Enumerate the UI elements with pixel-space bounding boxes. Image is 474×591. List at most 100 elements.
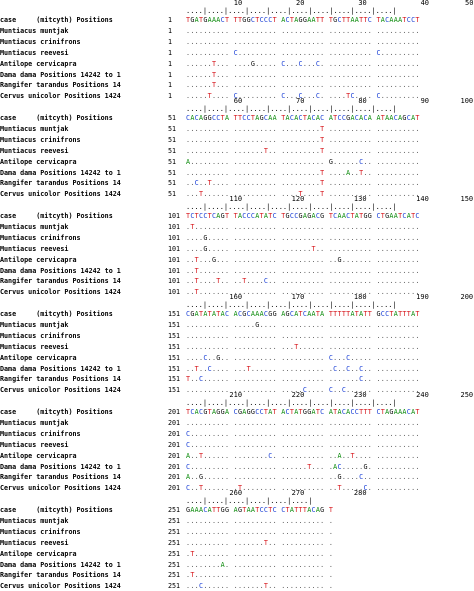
start-position: 201 bbox=[168, 429, 181, 438]
species-name: Muntiacus reevesi bbox=[0, 146, 69, 155]
ruler-line: ....|....|....|....|....|....|....|....|… bbox=[186, 7, 397, 15]
species-name: Muntiacus crinifrons bbox=[0, 331, 81, 340]
alignment-row: Muntiacus reevesi 251 .......... .......T.… bbox=[0, 538, 474, 548]
ruler-tick-label: 270 bbox=[291, 489, 305, 497]
species-name: Antilope cervicapra bbox=[0, 255, 77, 264]
sequence-text: .......... .......... .......... . bbox=[186, 516, 334, 525]
species-name: Dama dama Positions 14242 to 1 bbox=[0, 364, 121, 373]
sequence-text: ..T....... .......... .......... .......… bbox=[186, 288, 420, 297]
sequence-text: .......... .....G.... .......... .......… bbox=[186, 320, 420, 329]
sequence-text: ..T..C.... ...T...... .......... .C..C..… bbox=[186, 364, 420, 373]
sequence-text: ...C...... .......T.. .......... . bbox=[186, 582, 334, 591]
sequence-text: .......... .......... .........T .......… bbox=[186, 135, 420, 144]
sequence-text: ..T....... .......... .......... .......… bbox=[186, 266, 420, 275]
alignment-row: Rangifer tarandus Positions 14 101 ..T....… bbox=[0, 276, 474, 286]
sequence-text: A..T...... ........C. .......... ..A..T.… bbox=[186, 451, 420, 460]
ruler-tick-label: 160 bbox=[229, 293, 243, 301]
sequence-text: .......... .......T.. .......... . bbox=[186, 538, 334, 547]
alignment-row: Antilope cervicapra 251 .T........ .......… bbox=[0, 549, 474, 559]
ruler-tick-label: 80 bbox=[358, 97, 367, 105]
start-position: 101 bbox=[168, 266, 181, 275]
sequence-text: .....T.... C......... C...C...C. ....TC.… bbox=[186, 92, 420, 101]
alignment-row: case (mitcyth) Positions 151 CGATATATAC AC… bbox=[0, 309, 474, 319]
sequence-text: ........A. .......... .......... . bbox=[186, 560, 334, 569]
alignment-row: Cervus unicolor Positions 1424 1 .....T...… bbox=[0, 91, 474, 101]
species-name: Muntiacus crinifrons bbox=[0, 135, 81, 144]
sequence-text: .......... .......... .......... .......… bbox=[186, 26, 420, 35]
species-name: Dama dama Positions 14242 to 1 bbox=[0, 266, 121, 275]
start-position: 151 bbox=[168, 310, 181, 318]
sequence-text: TGATGAAACT TTGGCTCCCT ACTAGGAATT TGCTTAA… bbox=[186, 16, 420, 24]
start-position: 201 bbox=[168, 473, 181, 482]
start-position: 151 bbox=[168, 342, 181, 351]
start-position: 151 bbox=[168, 386, 181, 395]
start-position: 251 bbox=[168, 527, 181, 536]
ruler-tick-label: 120 bbox=[291, 195, 305, 203]
ruler-line: ....|....|....|....|....|....|....|....|… bbox=[186, 399, 397, 407]
position-ruler: 60 70 80 90 100 ....|....|....|....|....|....… bbox=[0, 97, 474, 113]
start-position: 251 bbox=[168, 560, 181, 569]
start-position: 101 bbox=[168, 244, 181, 253]
ruler-tick-label: 50 bbox=[465, 0, 474, 7]
sequence-text: TCACGTAGGA CGAGGCCTAT ACTATGGATC ATACACC… bbox=[186, 408, 420, 416]
alignment-row: Muntiacus muntjak 201 .......... .........… bbox=[0, 418, 474, 428]
ruler-line: ....|....|....|....|....|....|....|....|… bbox=[186, 203, 397, 211]
sequence-text: ......T... .......... .......... .......… bbox=[186, 81, 420, 90]
alignment-block: 110 120 130 140 150 ....|....|....|....|....|… bbox=[0, 195, 474, 297]
sequence-text: .......... .......... .........T .......… bbox=[186, 124, 420, 133]
species-name: Antilope cervicapra bbox=[0, 549, 77, 558]
alignment-row: Dama dama Positions 14242 to 1 51........… bbox=[0, 168, 474, 178]
ruler-tick-label: 170 bbox=[291, 293, 305, 301]
species-name: Muntiacus reevesi bbox=[0, 48, 69, 57]
species-name: Muntiacus muntjak bbox=[0, 418, 69, 427]
species-name: Cervus unicolor Positions 1424 bbox=[0, 386, 121, 395]
species-name: Cervus unicolor Positions 1424 bbox=[0, 190, 121, 199]
species-name: Muntiacus muntjak bbox=[0, 516, 69, 525]
start-position: 251 bbox=[168, 582, 181, 591]
sequence-text: C......... .......... .......... .......… bbox=[186, 429, 420, 438]
sequence-text: .......... .......... .......... . bbox=[186, 527, 334, 536]
ruler-tick-label: 230 bbox=[353, 391, 367, 399]
start-position: 251 bbox=[168, 506, 181, 514]
ruler-tick-label: 210 bbox=[229, 391, 243, 399]
start-position: 151 bbox=[168, 320, 181, 329]
species-name: Rangifer tarandus Positions 14 bbox=[0, 179, 121, 188]
alignment-row: Antilope cervicapra 201 A..T...... .......… bbox=[0, 451, 474, 461]
ruler-tick-label: 240 bbox=[416, 391, 429, 399]
species-name: Muntiacus muntjak bbox=[0, 222, 69, 231]
ruler-tick-label: 180 bbox=[353, 293, 367, 301]
alignment-row: Cervus unicolor Positions 1424 51 ...T....… bbox=[0, 189, 474, 199]
start-position: 101 bbox=[168, 212, 181, 220]
alignment-row: Cervus unicolor Positions 1424 251 ...C...… bbox=[0, 581, 474, 591]
alignment-row: case (mitcyth) Positions 101 TCTCCTCAGT TA… bbox=[0, 211, 474, 221]
start-position: 101 bbox=[168, 233, 181, 242]
ruler-tick-label: 220 bbox=[291, 391, 305, 399]
species-name: Dama dama Positions 14242 to 1 bbox=[0, 168, 121, 177]
start-position: 151 bbox=[168, 353, 181, 362]
sequence-text: ....C..G.. .......... .......... C...C..… bbox=[186, 353, 420, 362]
start-position: 51 bbox=[168, 168, 177, 177]
species-name: Muntiacus crinifrons bbox=[0, 527, 81, 536]
sequence-text: C......... .......... .......... .......… bbox=[186, 440, 420, 449]
alignment-row: Muntiacus reevesi 151 .......... .........… bbox=[0, 342, 474, 352]
species-name: Muntiacus crinifrons bbox=[0, 233, 81, 242]
sequence-text: ..T...G... .......... .......... ..G....… bbox=[186, 255, 420, 264]
species-name: case (mitcyth) Positions bbox=[0, 408, 113, 416]
species-name: Rangifer tarandus Positions 14 bbox=[0, 375, 121, 384]
alignment-block: 260 270 280 ....|....|....|....|....|....| c… bbox=[0, 489, 474, 591]
species-name: Muntiacus reevesi bbox=[0, 538, 69, 547]
alignment-row: Muntiacus reevesi 1 .......... C......... … bbox=[0, 48, 474, 58]
start-position: 1 bbox=[168, 81, 173, 90]
ruler-tick-label: 130 bbox=[353, 195, 367, 203]
start-position: 1 bbox=[168, 70, 173, 79]
ruler-line: ....|....|....|....|....|....|....|....|… bbox=[186, 105, 397, 113]
sequence-text: C..T...... .T........ .......... ..T....… bbox=[186, 484, 420, 493]
position-ruler: 260 270 280 ....|....|....|....|....|....| bbox=[0, 489, 474, 505]
start-position: 201 bbox=[168, 484, 181, 493]
alignment-row: Antilope cervicapra 101 ..T...G... .......… bbox=[0, 255, 474, 265]
sequence-text: .......... .......... ...T...... .......… bbox=[186, 342, 420, 351]
start-position: 51 bbox=[168, 146, 177, 155]
start-position: 51 bbox=[168, 179, 177, 188]
alignment-block: 10 20 30 40 50 ....|....|....|....|....|....|… bbox=[0, 0, 474, 101]
ruler-tick-label: 40 bbox=[420, 0, 430, 7]
